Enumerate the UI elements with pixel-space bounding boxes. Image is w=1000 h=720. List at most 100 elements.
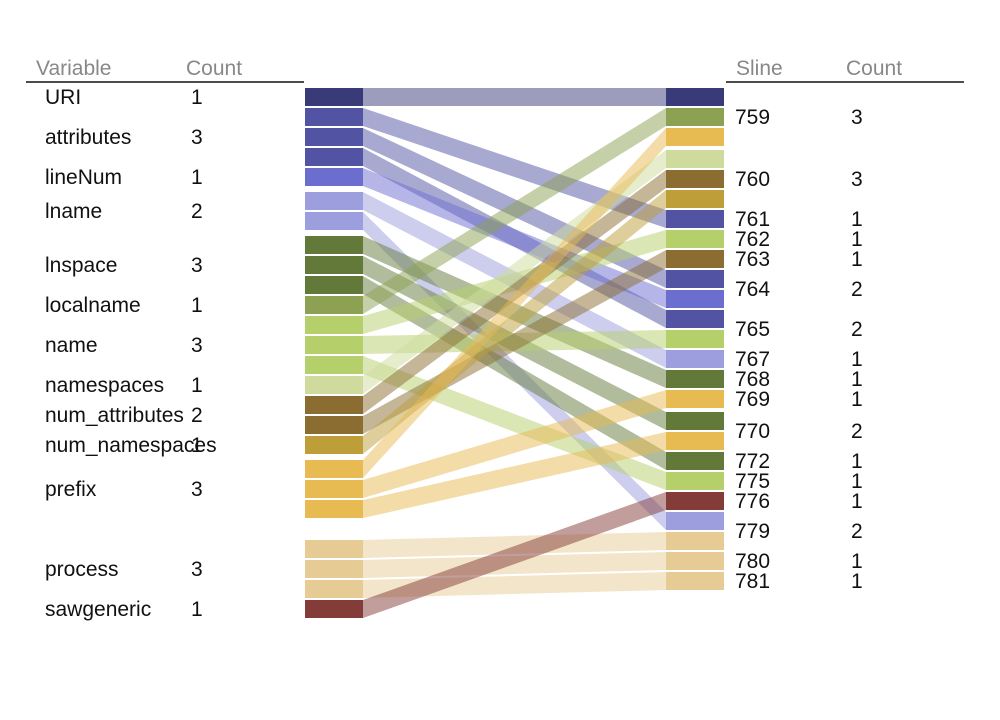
right-block-759[interactable] [666, 88, 724, 106]
right-block-763[interactable] [666, 250, 724, 268]
left-block-process[interactable] [305, 580, 363, 598]
right-row-772-label: 772 [735, 450, 770, 473]
link-attributes-to-761[interactable] [363, 108, 666, 228]
left-row-num-namespaces-label: num_namespaces [45, 434, 217, 457]
link-sawgeneric-to-776[interactable] [363, 492, 666, 618]
link-num-attributes-to-760[interactable] [363, 170, 666, 414]
link-process-to-779[interactable] [363, 532, 666, 558]
left-block-num-attributes[interactable] [305, 416, 363, 434]
right-block-764[interactable] [666, 290, 724, 308]
left-name-header: Variable [36, 57, 112, 80]
right-row-775-label: 775 [735, 470, 770, 493]
right-row-763-count: 1 [851, 248, 863, 271]
right-block-775[interactable] [666, 472, 724, 490]
left-row-process-label: process [45, 558, 119, 581]
right-block-769[interactable] [666, 390, 724, 408]
blocks-layer [305, 88, 724, 618]
left-block-localname[interactable] [305, 296, 363, 314]
left-block-process[interactable] [305, 560, 363, 578]
right-block-770[interactable] [666, 432, 724, 450]
link-linenum-to-764[interactable] [363, 168, 666, 308]
right-block-765[interactable] [666, 330, 724, 348]
link-localname-to-759[interactable] [363, 108, 666, 314]
left-block-name[interactable] [305, 356, 363, 374]
link-prefix-to-769[interactable] [363, 390, 666, 498]
left-block-prefix[interactable] [305, 460, 363, 478]
right-row-776-label: 776 [735, 490, 770, 513]
right-block-779[interactable] [666, 532, 724, 550]
right-block-781[interactable] [666, 572, 724, 590]
left-block-name[interactable] [305, 316, 363, 334]
left-block-lnspace[interactable] [305, 276, 363, 294]
right-row-768-count: 1 [851, 368, 863, 391]
right-row-770-count: 2 [851, 420, 863, 443]
right-row-765-label: 765 [735, 318, 770, 341]
link-uri-to-759[interactable] [363, 88, 666, 106]
right-row-772-count: 1 [851, 450, 863, 473]
right-block-760[interactable] [666, 170, 724, 188]
right-block-770[interactable] [666, 412, 724, 430]
right-block-762[interactable] [666, 230, 724, 248]
right-block-780[interactable] [666, 552, 724, 570]
left-block-name[interactable] [305, 336, 363, 354]
left-block-attributes[interactable] [305, 148, 363, 166]
left-row-lnspace-label: lnspace [45, 254, 117, 277]
right-block-764[interactable] [666, 270, 724, 288]
right-row-776-count: 1 [851, 490, 863, 513]
right-block-765[interactable] [666, 310, 724, 328]
left-block-prefix[interactable] [305, 500, 363, 518]
left-row-prefix-count: 3 [191, 478, 203, 501]
left-row-linenum-label: lineNum [45, 166, 122, 189]
left-block-lnspace[interactable] [305, 236, 363, 254]
left-block-sawgeneric[interactable] [305, 600, 363, 618]
left-block-uri[interactable] [305, 88, 363, 106]
right-row-780-label: 780 [735, 550, 770, 573]
right-row-767-label: 767 [735, 348, 770, 371]
link-process-to-780[interactable] [363, 552, 666, 578]
left-block-process[interactable] [305, 540, 363, 558]
right-block-779[interactable] [666, 512, 724, 530]
right-row-759-label: 759 [735, 106, 770, 129]
right-block-760[interactable] [666, 190, 724, 208]
right-block-772[interactable] [666, 452, 724, 470]
left-block-attributes[interactable] [305, 108, 363, 126]
link-prefix-to-759[interactable] [363, 128, 666, 478]
left-block-prefix[interactable] [305, 480, 363, 498]
right-row-762-count: 1 [851, 228, 863, 251]
right-row-760-count: 3 [851, 168, 863, 191]
left-row-prefix-label: prefix [45, 478, 97, 501]
left-block-lname[interactable] [305, 192, 363, 210]
left-row-sawgeneric-count: 1 [191, 598, 203, 621]
left-block-linenum[interactable] [305, 168, 363, 186]
right-block-761[interactable] [666, 210, 724, 228]
right-block-759[interactable] [666, 108, 724, 126]
left-row-num-namespaces-count: 1 [191, 434, 203, 457]
left-block-attributes[interactable] [305, 128, 363, 146]
right-row-767-count: 1 [851, 348, 863, 371]
left-block-lnspace[interactable] [305, 256, 363, 274]
right-row-779-count: 2 [851, 520, 863, 543]
left-block-lname[interactable] [305, 212, 363, 230]
right-row-763-label: 763 [735, 248, 770, 271]
left-block-namespaces[interactable] [305, 376, 363, 394]
right-block-767[interactable] [666, 350, 724, 368]
left-row-attributes-count: 3 [191, 126, 203, 149]
right-row-764-label: 764 [735, 278, 770, 301]
right-row-779-label: 779 [735, 520, 770, 543]
right-row-768-label: 768 [735, 368, 770, 391]
left-row-sawgeneric-label: sawgeneric [45, 598, 151, 621]
right-block-760[interactable] [666, 150, 724, 168]
right-block-776[interactable] [666, 492, 724, 510]
left-row-num-attributes-label: num_attributes [45, 404, 184, 427]
left-block-num-attributes[interactable] [305, 396, 363, 414]
right-row-770-label: 770 [735, 420, 770, 443]
right-count-header: Count [846, 57, 902, 80]
link-prefix-to-770[interactable] [363, 432, 666, 518]
left-block-num-namespaces[interactable] [305, 436, 363, 454]
right-row-761-count: 1 [851, 208, 863, 231]
right-block-759[interactable] [666, 128, 724, 146]
left-row-namespaces-count: 1 [191, 374, 203, 397]
right-block-768[interactable] [666, 370, 724, 388]
right-row-769-label: 769 [735, 388, 770, 411]
